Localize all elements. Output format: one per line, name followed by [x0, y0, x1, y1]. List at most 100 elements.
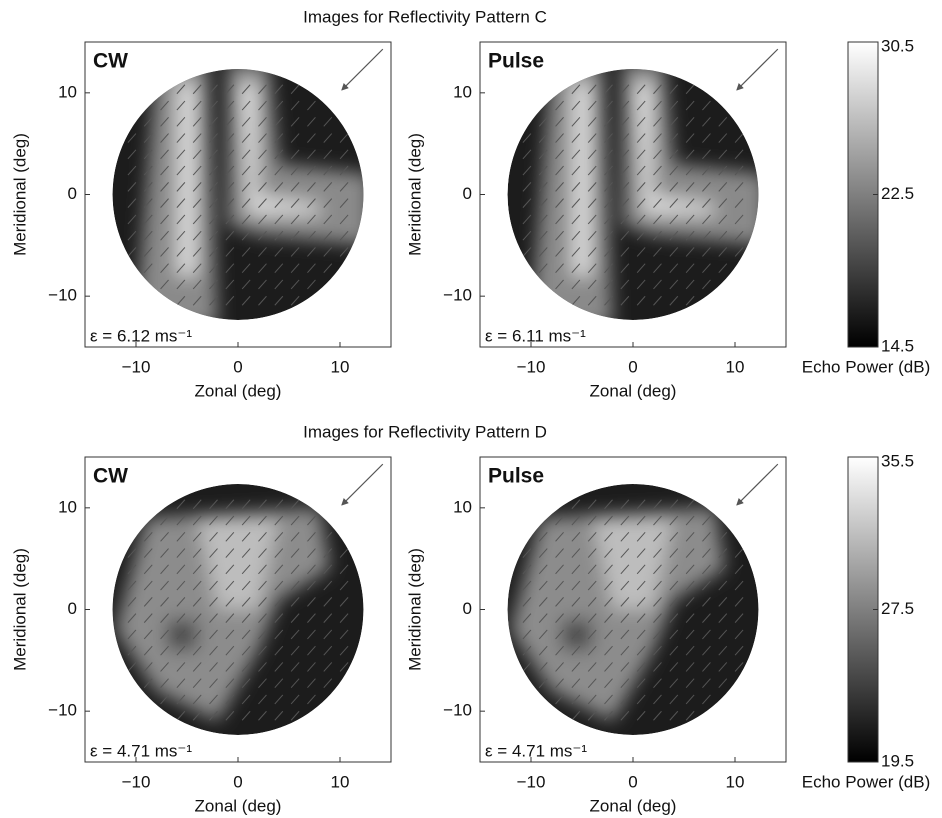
wind-arrow	[241, 678, 251, 689]
wind-arrow	[620, 531, 630, 542]
wind-arrow	[620, 645, 630, 656]
wind-arrow	[538, 198, 548, 208]
wind-arrow	[274, 165, 284, 176]
wind-arrow	[653, 531, 662, 542]
wind-arrow	[290, 515, 300, 526]
wind-arrow	[143, 564, 153, 575]
wind-arrow	[160, 279, 169, 290]
wind-arrow	[160, 548, 169, 558]
wind-arrow	[734, 247, 744, 257]
wind-arrow	[290, 678, 300, 689]
wind-arrow	[636, 515, 646, 526]
wind-arrow	[571, 214, 581, 225]
wind-arrow	[555, 198, 564, 208]
wind-arrow	[685, 580, 695, 591]
wind-arrow	[290, 580, 300, 591]
wind-arrow	[160, 629, 169, 640]
wind-arrow	[653, 515, 662, 526]
wind-arrow	[702, 531, 711, 542]
wind-arrow	[209, 499, 218, 510]
wind-arrow	[718, 531, 728, 542]
colorbar-tick-label: 19.5	[881, 751, 914, 770]
x-axis-label: Zonal (deg)	[195, 796, 282, 815]
reflectivity	[136, 69, 364, 320]
wind-arrow	[522, 182, 532, 192]
wind-arrow	[176, 580, 186, 591]
wind-arrow	[160, 182, 169, 192]
wind-arrow	[620, 613, 630, 623]
wind-arrow	[702, 694, 711, 705]
wind-arrow	[209, 645, 218, 656]
wind-arrow	[636, 182, 646, 192]
wind-arrow	[538, 662, 548, 672]
wind-arrow	[604, 133, 613, 143]
wind-arrow	[718, 149, 728, 160]
wind-arrow	[587, 116, 597, 127]
wind-arrow	[620, 116, 630, 127]
wind-arrow	[555, 613, 564, 623]
wind-arrow	[538, 116, 548, 127]
wind-arrow	[307, 214, 316, 225]
wind-arrow	[143, 165, 153, 176]
wind-arrow	[225, 182, 235, 192]
wind-arrow	[258, 149, 267, 160]
wind-arrow	[587, 149, 597, 160]
wind-arrow	[143, 133, 153, 143]
wind-arrow	[620, 100, 630, 111]
wind-arrow	[702, 548, 711, 558]
wind-arrow	[241, 279, 251, 290]
wind-arrow	[274, 100, 284, 111]
wind-arrow	[339, 165, 349, 176]
wind-arrow	[555, 548, 564, 558]
wind-arrow	[734, 230, 744, 241]
wind-arrow	[734, 548, 744, 558]
wind-arrow	[241, 515, 251, 526]
wind-arrow	[702, 182, 711, 192]
wind-arrow	[685, 531, 695, 542]
wind-arrow	[636, 548, 646, 558]
wind-arrow	[307, 230, 316, 241]
wind-arrow	[718, 263, 728, 274]
wind-arrow	[225, 149, 235, 160]
x-tick-label: −10	[122, 772, 151, 791]
wind-arrow	[555, 678, 564, 689]
wind-arrow	[258, 165, 267, 176]
wind-arrow	[258, 564, 267, 575]
wind-arrow	[604, 613, 613, 623]
y-tick-label: −10	[48, 701, 77, 720]
wind-arrow	[209, 629, 218, 640]
wind-arrow	[143, 613, 153, 623]
wind-arrow	[307, 247, 316, 257]
wind-arrow	[258, 100, 267, 111]
wind-arrow	[176, 531, 186, 542]
wind-arrow	[522, 133, 532, 143]
heatmap	[112, 69, 364, 320]
wind-arrow	[225, 710, 235, 721]
colorbar-tick-label: 22.5	[881, 184, 914, 203]
wind-arrow	[290, 597, 300, 607]
wind-arrow	[538, 182, 548, 192]
wind-arrow	[339, 247, 349, 257]
wind-arrow	[290, 165, 300, 176]
wind-arrow	[669, 499, 679, 510]
wind-arrow	[209, 564, 218, 575]
wind-arrow	[538, 597, 548, 607]
wind-arrow	[669, 710, 679, 721]
wind-arrow	[307, 694, 316, 705]
wind-arrow	[176, 214, 186, 225]
wind-arrow	[290, 645, 300, 656]
wind-arrow	[636, 279, 646, 290]
wind-arrow	[176, 247, 186, 257]
wind-arrow	[209, 515, 218, 526]
wind-arrow	[192, 133, 202, 143]
wind-arrow	[620, 263, 630, 274]
wind-arrow	[274, 662, 284, 672]
wind-arrow	[636, 84, 646, 95]
wind-arrow	[685, 564, 695, 575]
x-axis-label: Zonal (deg)	[590, 796, 677, 815]
wind-arrow	[620, 710, 630, 721]
wind-arrow	[307, 100, 316, 111]
wind-arrow	[241, 182, 251, 192]
wind-arrow	[604, 499, 613, 510]
wind-arrow	[176, 515, 186, 526]
